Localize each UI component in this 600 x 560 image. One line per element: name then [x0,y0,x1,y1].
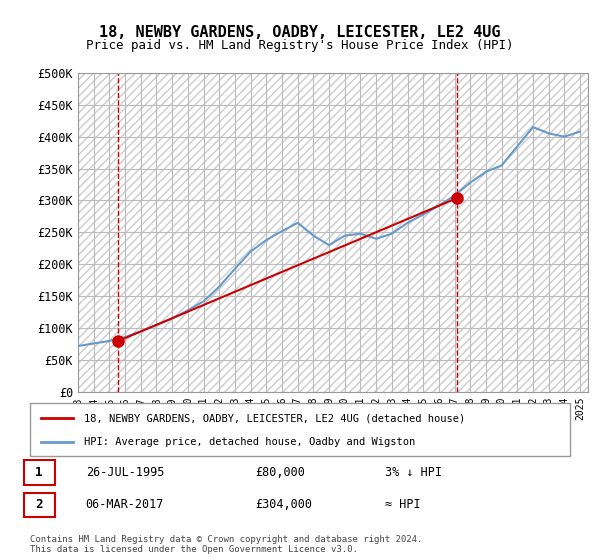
FancyBboxPatch shape [30,403,570,456]
Text: 3% ↓ HPI: 3% ↓ HPI [385,466,442,479]
Text: £304,000: £304,000 [255,498,312,511]
Text: 18, NEWBY GARDENS, OADBY, LEICESTER, LE2 4UG (detached house): 18, NEWBY GARDENS, OADBY, LEICESTER, LE2… [84,413,465,423]
Text: 18, NEWBY GARDENS, OADBY, LEICESTER, LE2 4UG: 18, NEWBY GARDENS, OADBY, LEICESTER, LE2… [99,25,501,40]
FancyBboxPatch shape [23,460,55,485]
Text: 2: 2 [35,498,43,511]
Text: Contains HM Land Registry data © Crown copyright and database right 2024.
This d: Contains HM Land Registry data © Crown c… [30,535,422,554]
Text: £80,000: £80,000 [255,466,305,479]
Text: Price paid vs. HM Land Registry's House Price Index (HPI): Price paid vs. HM Land Registry's House … [86,39,514,52]
FancyBboxPatch shape [23,493,55,517]
Text: ≈ HPI: ≈ HPI [385,498,420,511]
Text: 26-JUL-1995: 26-JUL-1995 [86,466,164,479]
Text: 1: 1 [35,466,43,479]
Text: HPI: Average price, detached house, Oadby and Wigston: HPI: Average price, detached house, Oadb… [84,436,415,446]
Text: 06-MAR-2017: 06-MAR-2017 [86,498,164,511]
